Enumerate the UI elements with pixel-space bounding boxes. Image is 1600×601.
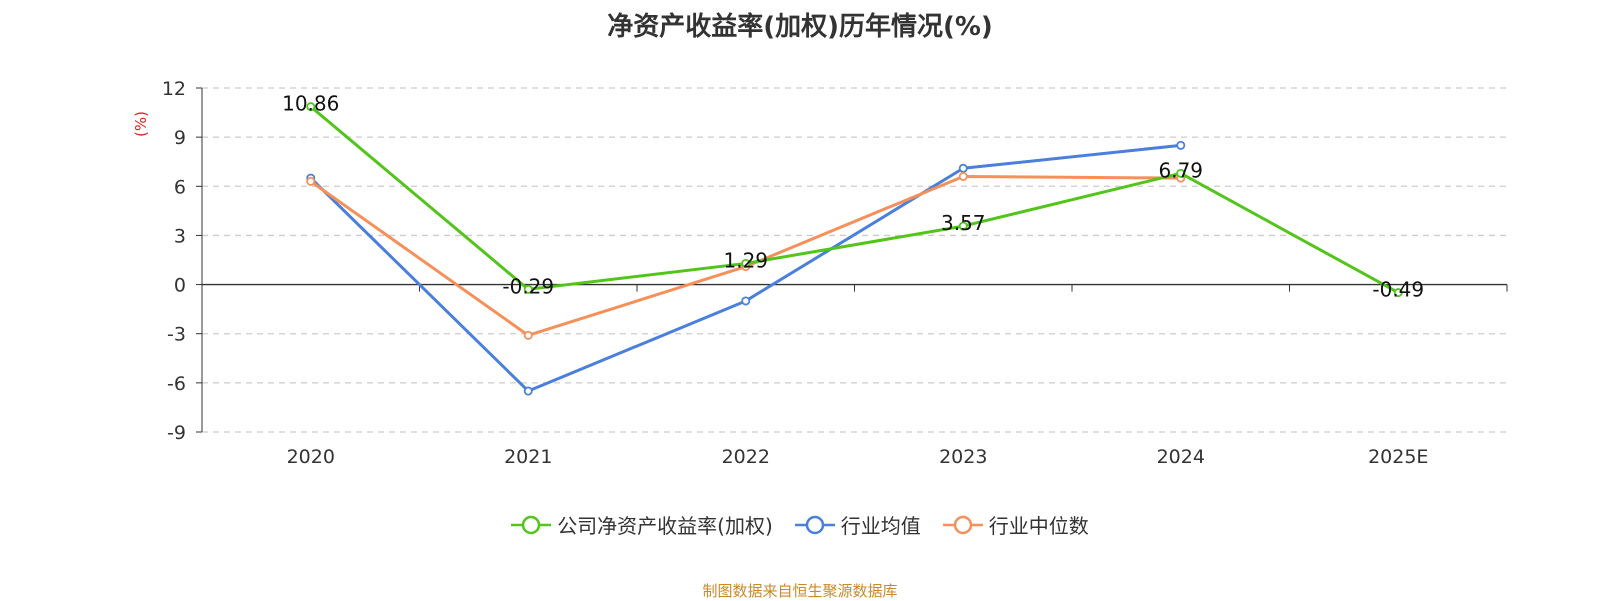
data-point <box>958 171 968 181</box>
legend-item[interactable]: 行业中位数 <box>942 510 1089 539</box>
x-tick-label: 2023 <box>939 446 987 468</box>
data-point <box>523 386 533 396</box>
x-tick-label: 2022 <box>722 446 770 468</box>
data-point <box>741 258 751 268</box>
legend-item[interactable]: 行业均值 <box>794 510 921 539</box>
data-point <box>958 221 968 231</box>
y-tick-label: 6 <box>174 176 186 198</box>
data-point <box>523 330 533 340</box>
y-axis-label: (%) <box>132 111 150 137</box>
series-line <box>309 105 1399 294</box>
y-tick-label: 12 <box>162 78 186 100</box>
legend-label: 行业中位数 <box>988 514 1089 538</box>
legend-symbol-icon <box>794 515 835 534</box>
y-tick-label: -9 <box>167 422 186 444</box>
data-point <box>741 296 751 306</box>
chart-title: 净资产收益率(加权)历年情况(%) <box>607 12 993 42</box>
source-note: 制图数据来自恒生聚源数据库 <box>702 582 898 600</box>
data-label: 1.29 <box>723 248 768 272</box>
data-point <box>306 102 316 112</box>
axes: -9 -6 -3 0 3 6 9 12 2020 2021 2022 2023 2024 2025E (%) <box>132 78 1508 468</box>
grid-lines <box>202 87 1507 433</box>
data-label: 10.86 <box>282 92 339 116</box>
y-tick-label: 9 <box>174 127 186 149</box>
data-labels: 10.86 -0.29 1.29 3.57 6.79 -0.49 <box>282 92 1424 302</box>
y-tick-label: 0 <box>174 275 186 297</box>
x-tick-label: 2021 <box>504 446 552 468</box>
data-point <box>1176 140 1186 150</box>
data-label: 6.79 <box>1158 158 1203 182</box>
x-tick-label: 2024 <box>1157 446 1205 468</box>
data-point <box>1393 288 1403 298</box>
legend-symbol-icon <box>942 515 983 534</box>
legend-symbol-icon <box>511 515 552 534</box>
legend: 公司净资产收益率(加权) 行业均值 行业中位数 <box>0 510 1600 539</box>
data-label: 3.57 <box>941 211 986 235</box>
data-point <box>958 163 968 173</box>
y-tick-label: 3 <box>174 225 186 247</box>
data-label: -0.49 <box>1372 278 1424 302</box>
data-point <box>523 284 533 294</box>
x-tick-label: 2025E <box>1368 446 1428 468</box>
data-label: -0.29 <box>502 274 554 298</box>
legend-label: 行业均值 <box>840 514 921 538</box>
y-tick-label: -6 <box>167 373 186 395</box>
data-point <box>306 176 316 186</box>
x-tick-label: 2020 <box>287 446 335 468</box>
data-point <box>1176 168 1186 178</box>
legend-item[interactable]: 公司净资产收益率(加权) <box>511 510 773 539</box>
series-lines <box>306 102 1403 396</box>
legend-label: 公司净资产收益率(加权) <box>557 514 773 538</box>
y-tick-label: -3 <box>167 324 186 346</box>
